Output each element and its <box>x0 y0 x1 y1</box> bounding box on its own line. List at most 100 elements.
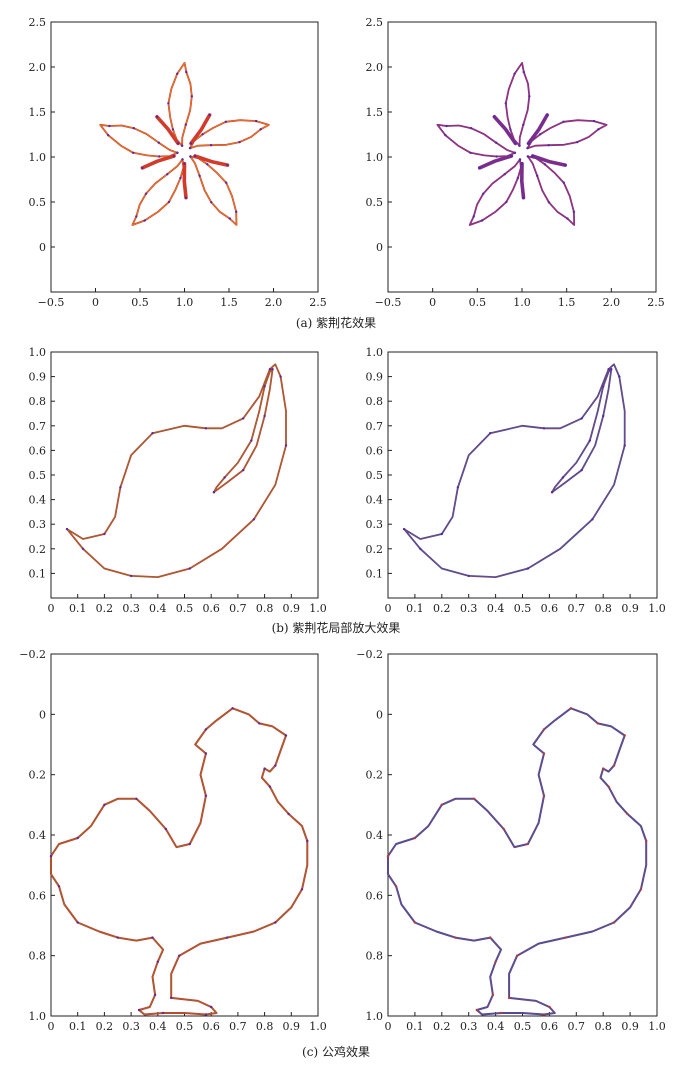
sample-point <box>591 518 594 521</box>
sample-point <box>189 155 192 158</box>
x-tick-label: 0.9 <box>621 1020 639 1033</box>
x-tick-label: 0.9 <box>283 602 301 615</box>
sample-point <box>504 102 507 105</box>
figure-panels: −0.5 0 0.5 1.0 1.5 2.0 2.500.51.01.52.02.5−0.5… <box>19 16 665 1033</box>
x-tick-label: 1.0 <box>309 1020 327 1033</box>
sample-point <box>520 162 524 165</box>
fitted-curve <box>66 363 287 578</box>
sample-point <box>209 144 213 147</box>
sample-point <box>76 836 79 840</box>
x-tick-label: 0.4 <box>487 1020 505 1033</box>
sample-point <box>242 468 245 472</box>
sample-point <box>580 468 583 472</box>
y-tick-label: 0.6 <box>366 889 384 902</box>
y-tick-label: 0.2 <box>366 543 384 556</box>
reference-curve <box>469 159 522 226</box>
sample-point <box>181 158 184 161</box>
sample-point <box>210 201 213 204</box>
sample-point <box>478 166 481 170</box>
reference-curve <box>50 707 308 1015</box>
sample-point <box>542 794 546 797</box>
fitted-curve <box>551 368 613 494</box>
x-tick-label: 0 <box>429 296 436 309</box>
sample-point <box>164 827 167 831</box>
y-tick-label: 0 <box>39 708 46 721</box>
y-tick-label: −0.2 <box>19 648 46 661</box>
x-tick-label: 0.4 <box>149 602 167 615</box>
sample-point <box>562 181 565 184</box>
x-tick-label: 0 <box>92 296 99 309</box>
x-tick-label: 0.8 <box>256 1020 274 1033</box>
sample-point <box>467 574 470 578</box>
reference-curve <box>131 159 184 226</box>
sample-point <box>284 734 288 737</box>
sample-point <box>639 888 643 891</box>
sample-point <box>255 119 258 123</box>
x-tick-label: 0.4 <box>487 602 505 615</box>
sample-point <box>193 154 197 158</box>
sample-point <box>201 133 204 136</box>
sample-point <box>172 154 176 158</box>
chart-c-left: 0 0.1 0.2 0.3 0.4 0.5 0.6 0.7 0.8 0.9 1.0 −0.2 0 0.2 0… <box>19 648 326 1033</box>
x-tick-label: 0.5 <box>131 296 149 309</box>
sample-point <box>413 921 417 924</box>
sample-point <box>580 417 583 420</box>
fitted-curve <box>182 161 188 200</box>
sample-point <box>184 123 187 126</box>
sample-point <box>386 854 390 858</box>
sample-point <box>548 1005 551 1009</box>
reference-curve <box>551 368 612 493</box>
fitted-curve <box>131 158 185 226</box>
sample-point <box>176 142 180 145</box>
fitted-curve <box>520 161 526 200</box>
fitted-curve <box>193 154 230 167</box>
chart-a-left: −0.5 0 0.5 1.0 1.5 2.0 2.5 0 0.5 1.0 1.5 2.0 2.5 <box>29 16 327 309</box>
sample-point <box>607 368 610 371</box>
sample-point <box>562 120 565 124</box>
y-tick-label: 0.8 <box>366 395 384 408</box>
sample-point <box>513 151 517 154</box>
sample-point <box>223 476 226 479</box>
sample-point <box>167 200 171 204</box>
sample-point <box>188 567 191 570</box>
sample-point <box>444 134 447 137</box>
sample-point <box>49 854 53 858</box>
sample-point <box>263 767 266 770</box>
fitted-curve <box>436 123 516 158</box>
sample-point <box>228 217 231 220</box>
x-tick-label: 0.3 <box>122 602 140 615</box>
reference-curve <box>190 156 237 226</box>
y-tick-label: 0.5 <box>29 469 47 482</box>
sample-point <box>284 444 288 447</box>
y-tick-label: 0.6 <box>366 444 384 457</box>
sample-point <box>226 163 229 167</box>
sample-point <box>268 368 272 371</box>
x-tick-label: 1.5 <box>220 296 238 309</box>
sample-point <box>156 960 159 963</box>
fitted-curve <box>530 154 567 167</box>
sample-point <box>419 547 422 550</box>
x-tick-label: −0.5 <box>375 296 402 309</box>
x-tick-label: 2.5 <box>647 296 665 309</box>
y-tick-label: 0.8 <box>29 395 47 408</box>
y-tick-label: 2.5 <box>29 16 47 29</box>
chart-a-right: −0.5 0 0.5 1.0 1.5 2.0 2.5 0 0.5 1.0 1.5 2.0 2.5 <box>366 16 665 309</box>
sample-point <box>151 432 154 435</box>
sample-point <box>250 439 253 442</box>
fitted-curve <box>526 113 549 146</box>
y-tick-label: 0.8 <box>29 950 47 963</box>
sample-point <box>610 368 613 371</box>
sample-point <box>602 414 605 418</box>
sample-point <box>108 124 111 128</box>
reference-curve <box>213 368 274 493</box>
y-tick-label: 0 <box>376 708 383 721</box>
sample-point <box>190 95 193 98</box>
sample-point <box>561 476 565 479</box>
sample-point <box>542 752 546 755</box>
sample-point <box>170 996 173 1000</box>
x-tick-label: 0 <box>48 602 55 615</box>
sample-point <box>569 707 573 710</box>
reference-curve <box>403 363 625 578</box>
caption-a: (a) 紫荆花效果 <box>296 315 376 330</box>
sample-point <box>274 764 277 767</box>
